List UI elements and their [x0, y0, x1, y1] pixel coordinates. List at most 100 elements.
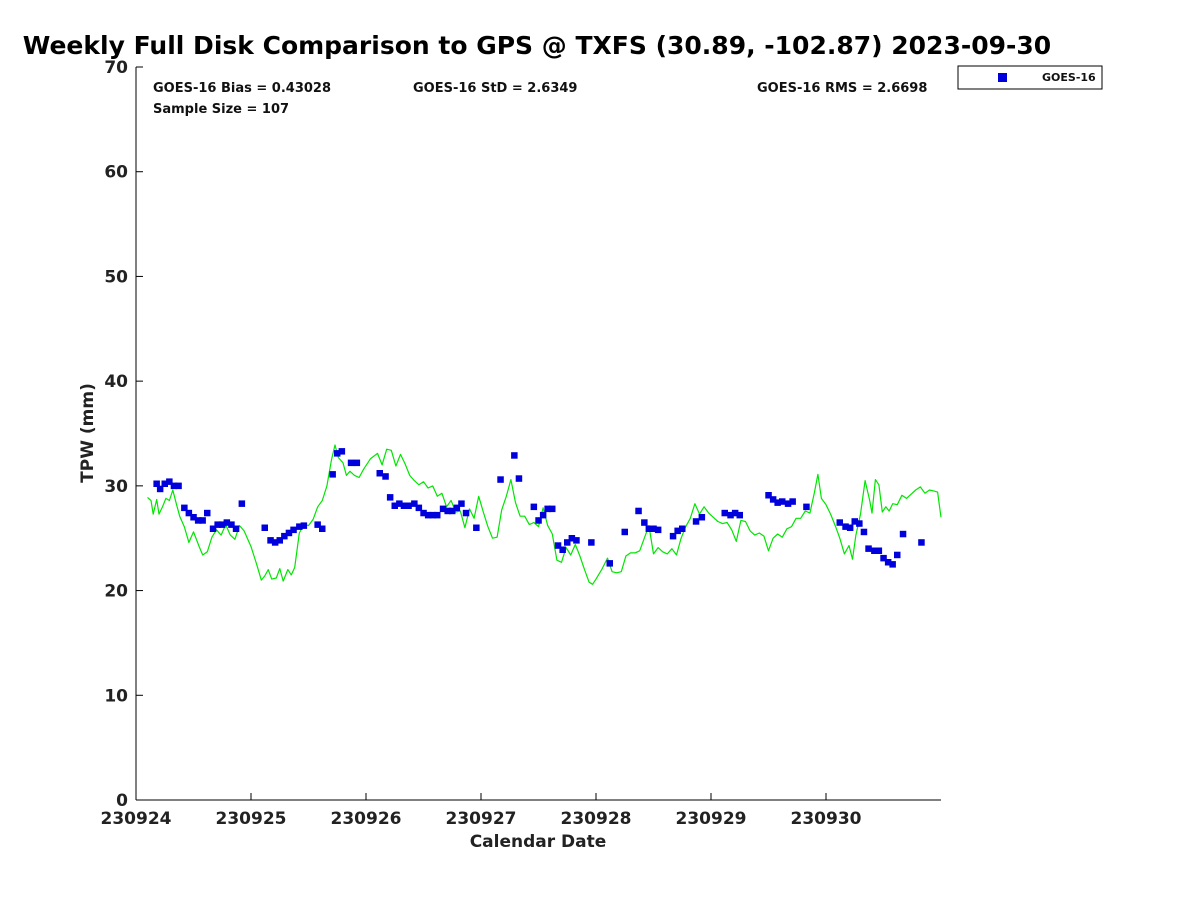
goes16-point [880, 554, 887, 562]
goes16-point [376, 470, 383, 477]
goes16-point [219, 521, 226, 528]
y-tick-label: 30 [104, 477, 128, 497]
goes16-point [181, 504, 188, 512]
goes16-point [458, 500, 465, 507]
y-tick-label: 50 [104, 267, 128, 287]
goes16-point [727, 511, 734, 519]
goes16-point [223, 519, 231, 526]
goes16-point [199, 517, 206, 524]
goes16-point [347, 459, 355, 467]
goes16-point [889, 561, 896, 568]
y-tick-label: 0 [116, 791, 128, 811]
goes16-point [175, 482, 182, 490]
goes16-point [453, 504, 461, 512]
goes16-point [842, 523, 849, 530]
goes16-point [765, 492, 772, 499]
goes16-point [674, 527, 681, 535]
sample-size-stat: Sample Size = 107 [153, 102, 289, 117]
goes16-point [405, 502, 412, 509]
goes16-point [549, 505, 556, 513]
goes16-point [214, 521, 221, 528]
goes16-point [698, 514, 706, 521]
goes16-point [415, 504, 423, 512]
goes16-point [871, 547, 878, 554]
goes16-point [194, 517, 202, 524]
goes16-point [568, 535, 576, 542]
x-ticks: 230924 230925 230926 230927 230928 230929 2309… [101, 793, 862, 829]
goes16-point [473, 524, 480, 531]
y-ticks: 0 10 20 30 40 50 60 70 [104, 58, 143, 811]
goes16-point [449, 507, 456, 515]
goes16-point [353, 459, 361, 467]
bias-stat: GOES-16 Bias = 0.43028 [153, 81, 331, 96]
goes16-point [276, 537, 283, 544]
goes16-point [156, 485, 164, 493]
goes16-point [185, 509, 193, 517]
goes16-point [899, 530, 907, 538]
goes16-point [462, 509, 470, 517]
goes16-point [267, 537, 274, 544]
rms-stat: GOES-16 RMS = 2.6698 [757, 81, 927, 96]
goes16-point [396, 500, 403, 507]
gps-line [147, 444, 942, 585]
std-stat: GOES-16 StD = 2.6349 [413, 81, 577, 96]
goes16-point [281, 532, 288, 540]
goes16-point [860, 528, 868, 536]
goes16-point [400, 502, 408, 509]
goes16-point [204, 509, 211, 517]
goes16-point [784, 500, 792, 507]
goes16-point [779, 498, 786, 505]
goes16-point [559, 546, 566, 553]
goes16-point [166, 478, 173, 485]
goes16-point [606, 560, 613, 567]
goes16-point [170, 482, 178, 490]
goes16-point [434, 511, 441, 519]
legend-box [957, 65, 1103, 90]
plot-area [135, 67, 941, 801]
y-tick-label: 20 [104, 582, 128, 602]
goes16-point [515, 475, 523, 482]
y-tick-label: 60 [104, 163, 128, 183]
goes16-point [391, 502, 398, 509]
goes16-point [232, 525, 240, 532]
goes16-point [774, 499, 781, 506]
goes16-point [439, 505, 447, 513]
x-tick-label: 230928 [561, 809, 632, 829]
goes16-point [261, 524, 268, 531]
goes16-point [918, 539, 925, 546]
goes16-point [865, 545, 872, 552]
legend: GOES-16 [957, 65, 1103, 90]
goes16-point [641, 519, 648, 526]
goes16-point [654, 526, 662, 534]
x-tick-label: 230924 [101, 809, 172, 829]
goes16-point [530, 503, 538, 511]
x-tick-label: 230927 [446, 809, 517, 829]
goes16-point [894, 551, 901, 559]
chart-title: Weekly Full Disk Comparison to GPS @ TXF… [23, 31, 1051, 60]
goes16-point [692, 518, 700, 525]
goes16-point [319, 525, 326, 532]
goes16-point [296, 523, 303, 530]
goes16-point [731, 509, 739, 517]
goes16-point [444, 507, 451, 515]
goes16-point [386, 494, 394, 501]
goes16-point [228, 521, 235, 528]
goes16-point [290, 526, 297, 534]
goes16-point [856, 520, 863, 527]
goes16-point [300, 522, 308, 529]
goes16-point [285, 529, 293, 537]
goes16-point [803, 503, 810, 511]
goes16-point [338, 448, 346, 455]
goes16-point [884, 559, 892, 566]
legend-marker-goes16 [998, 73, 1007, 82]
goes16-series [153, 448, 925, 568]
x-tick-label: 230929 [676, 809, 747, 829]
goes16-point [635, 507, 642, 515]
goes16-point [588, 539, 595, 546]
goes16-point [573, 537, 580, 544]
legend-label-goes16: GOES-16 [1042, 71, 1096, 84]
goes16-point [544, 505, 551, 513]
goes16-point [424, 511, 432, 519]
goes16-point [769, 496, 777, 503]
